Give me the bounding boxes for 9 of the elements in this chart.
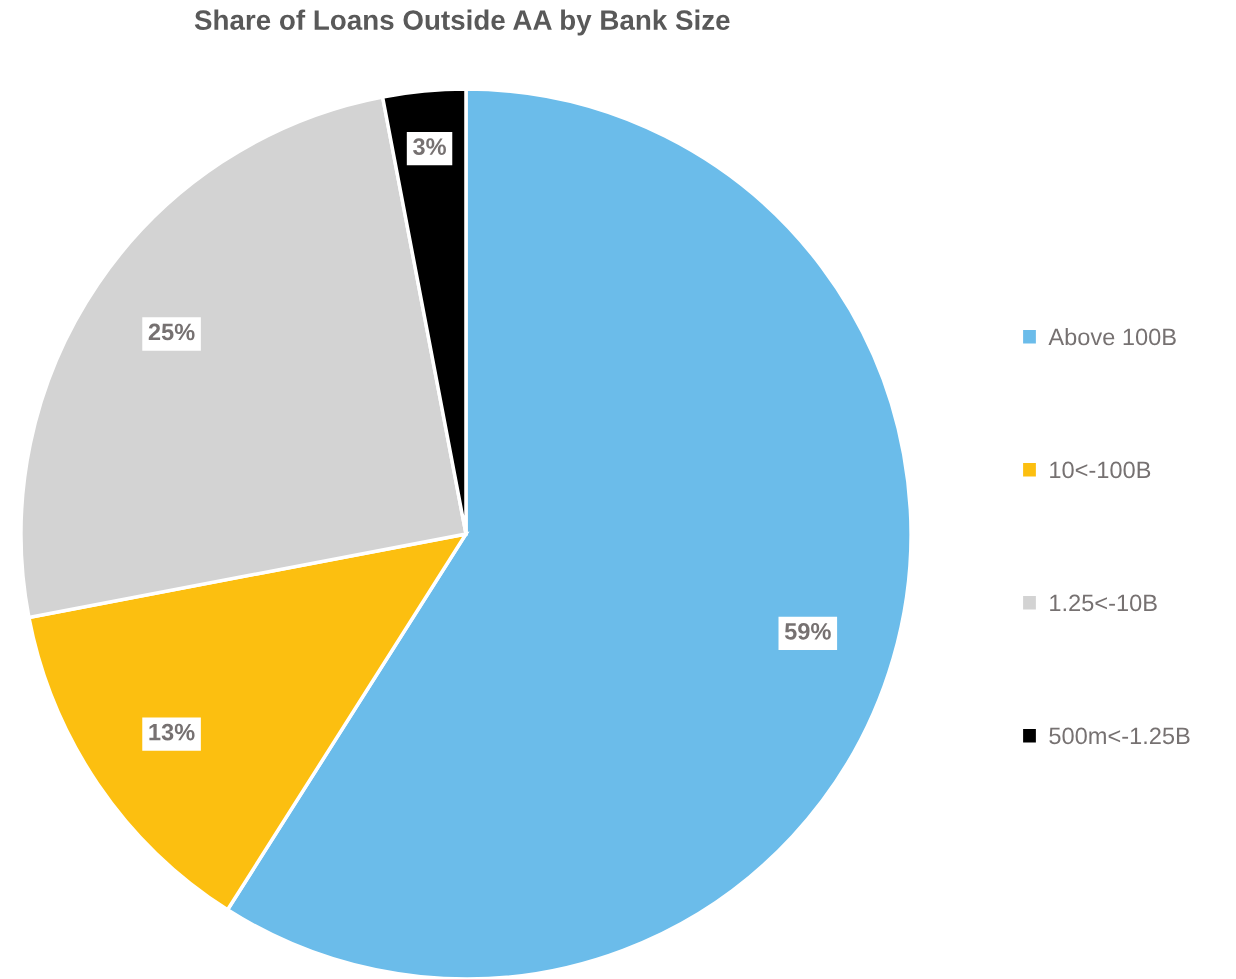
chart-title: Share of Loans Outside AA by Bank Size	[194, 9, 730, 36]
legend-label: 1.25<-10B	[1050, 594, 1157, 612]
legend-label: Above 100B	[1048, 327, 1176, 346]
data-label: 13%	[149, 723, 195, 741]
legend-label: 10<-100B	[1050, 461, 1151, 479]
data-label: 25%	[148, 323, 195, 341]
legend-label: 500m<-1.25B	[1049, 727, 1190, 745]
data-label: 3%	[413, 138, 446, 156]
data-label: 59%	[784, 622, 831, 640]
